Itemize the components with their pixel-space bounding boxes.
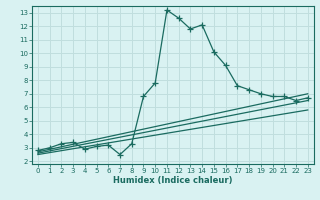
X-axis label: Humidex (Indice chaleur): Humidex (Indice chaleur) <box>113 176 233 185</box>
